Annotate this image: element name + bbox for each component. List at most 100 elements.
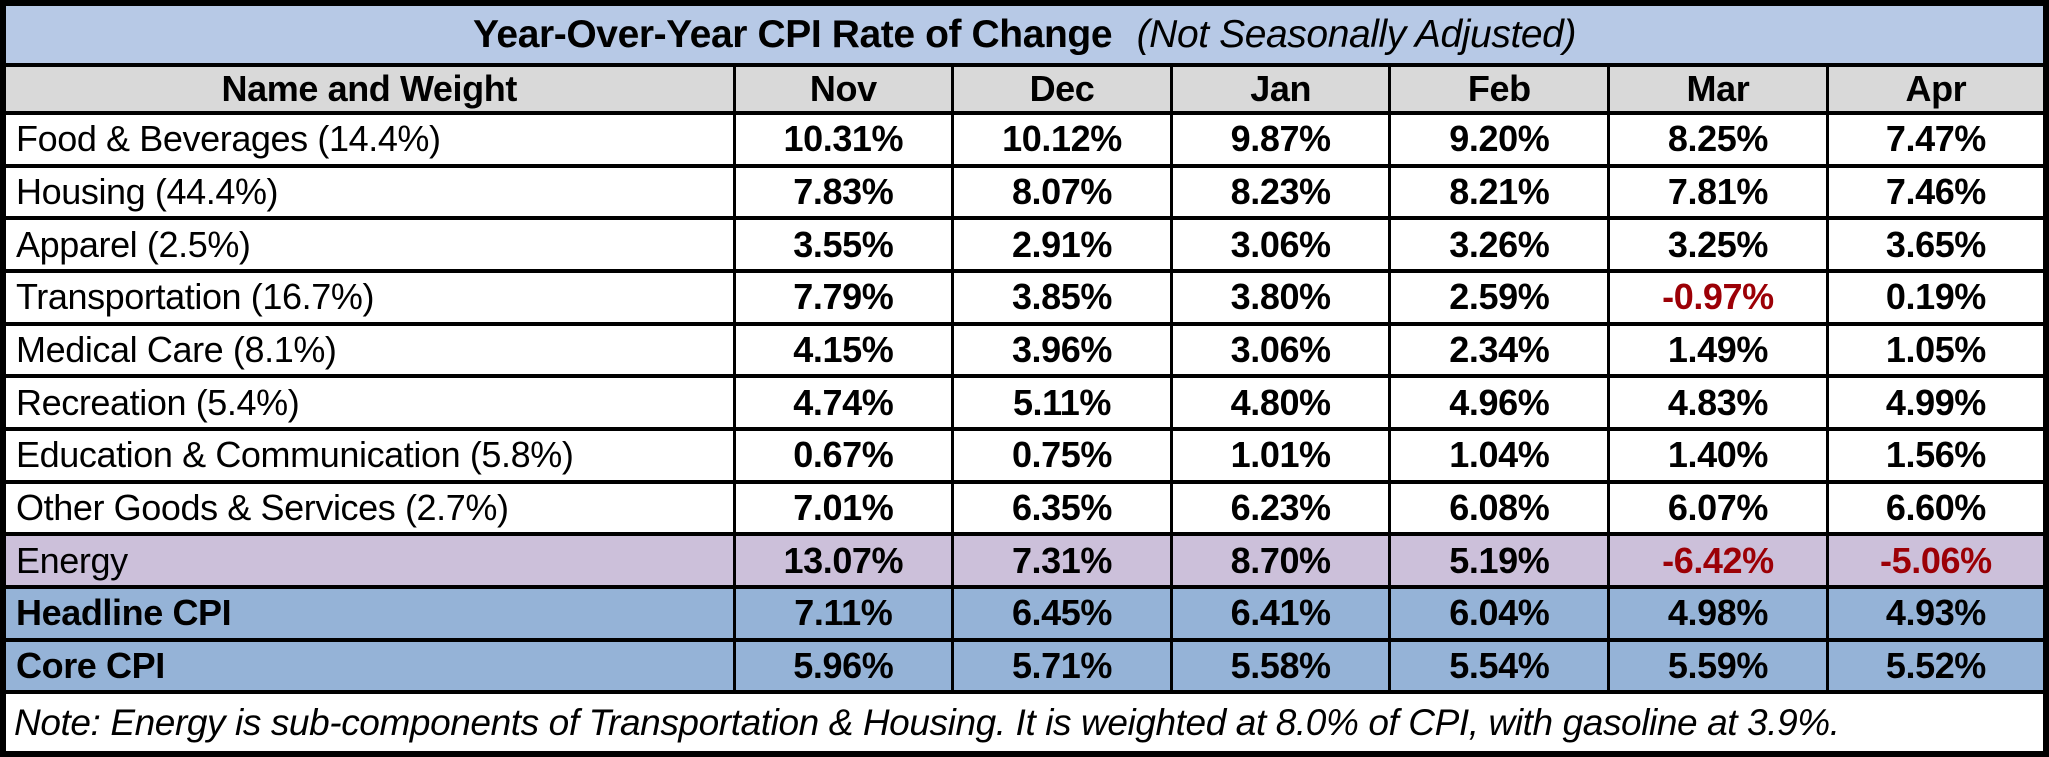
column-header-mar: Mar: [1607, 63, 1829, 115]
column-header-apr: Apr: [1825, 63, 2048, 115]
data-cell: 4.74%: [732, 374, 955, 432]
data-cell: 3.65%: [1825, 216, 2048, 274]
data-cell: 5.11%: [951, 374, 1173, 432]
data-cell: 13.07%: [732, 532, 955, 590]
data-cell: 3.25%: [1607, 216, 1829, 274]
table-row-energy: Energy 13.07% 7.31% 8.70% 5.19% -6.42% -…: [1, 532, 2048, 590]
data-cell: 2.59%: [1388, 269, 1611, 326]
data-cell: 1.40%: [1607, 427, 1829, 484]
table-title-main: Year-Over-Year CPI Rate of Change: [472, 12, 1113, 56]
data-cell: 3.06%: [1169, 321, 1392, 379]
column-header-row: Name and Weight Nov Dec Jan Feb Mar Apr: [1, 63, 2048, 115]
data-cell: 6.07%: [1607, 479, 1829, 537]
data-cell: 6.60%: [1825, 479, 2048, 537]
data-cell: 7.11%: [732, 585, 955, 642]
data-cell: 6.04%: [1388, 585, 1611, 642]
data-cell: 4.98%: [1607, 585, 1829, 642]
row-label: Medical Care (8.1%): [1, 321, 736, 379]
data-cell: 4.80%: [1169, 374, 1392, 432]
row-label: Transportation (16.7%): [1, 269, 736, 326]
table-row-other-goods-services: Other Goods & Services (2.7%) 7.01% 6.35…: [1, 479, 2048, 537]
data-cell: 1.05%: [1825, 321, 2048, 379]
data-cell: 8.23%: [1169, 163, 1392, 221]
data-cell: 0.75%: [951, 427, 1173, 484]
table-title-row: Year-Over-Year CPI Rate of Change (Not S…: [1, 1, 2048, 67]
table-title: Year-Over-Year CPI Rate of Change (Not S…: [1, 1, 2048, 67]
table-title-subtitle: (Not Seasonally Adjusted): [1136, 12, 1577, 56]
column-header-jan: Jan: [1169, 63, 1392, 115]
data-cell: 9.87%: [1169, 111, 1392, 168]
data-cell: 7.01%: [732, 479, 955, 537]
data-cell: 3.06%: [1169, 216, 1392, 274]
table-row-education-communication: Education & Communication (5.8%) 0.67% 0…: [1, 427, 2048, 484]
data-cell: 7.81%: [1607, 163, 1829, 221]
data-cell: 1.04%: [1388, 427, 1611, 484]
data-cell: 8.70%: [1169, 532, 1392, 590]
table-row-apparel: Apparel (2.5%) 3.55% 2.91% 3.06% 3.26% 3…: [1, 216, 2048, 274]
data-cell: -6.42%: [1607, 532, 1829, 590]
data-cell: 9.20%: [1388, 111, 1611, 168]
data-cell: 2.91%: [951, 216, 1173, 274]
table-row-medical-care: Medical Care (8.1%) 4.15% 3.96% 3.06% 2.…: [1, 321, 2048, 379]
data-cell: 7.47%: [1825, 111, 2048, 168]
data-cell: 1.49%: [1607, 321, 1829, 379]
data-cell: 5.58%: [1169, 637, 1392, 695]
data-cell: 6.41%: [1169, 585, 1392, 642]
data-cell: 0.19%: [1825, 269, 2048, 326]
table-row-food-beverages: Food & Beverages (14.4%) 10.31% 10.12% 9…: [1, 111, 2048, 168]
data-cell: 8.21%: [1388, 163, 1611, 221]
data-cell: 4.93%: [1825, 585, 2048, 642]
data-cell: 3.96%: [951, 321, 1173, 379]
data-cell: 6.23%: [1169, 479, 1392, 537]
data-cell: 5.71%: [951, 637, 1173, 695]
data-cell: 4.83%: [1607, 374, 1829, 432]
data-cell: 4.96%: [1388, 374, 1611, 432]
data-cell: 7.46%: [1825, 163, 2048, 221]
column-header-nov: Nov: [732, 63, 955, 115]
data-cell: 4.15%: [732, 321, 955, 379]
row-label: Core CPI: [1, 637, 736, 695]
data-cell: 5.19%: [1388, 532, 1611, 590]
table-row-recreation: Recreation (5.4%) 4.74% 5.11% 4.80% 4.96…: [1, 374, 2048, 432]
data-cell: 7.83%: [732, 163, 955, 221]
data-cell: 6.35%: [951, 479, 1173, 537]
data-cell: 4.99%: [1825, 374, 2048, 432]
row-label: Apparel (2.5%): [1, 216, 736, 274]
column-header-dec: Dec: [951, 63, 1173, 115]
data-cell: 5.59%: [1607, 637, 1829, 695]
data-cell: 6.08%: [1388, 479, 1611, 537]
data-cell: 7.31%: [951, 532, 1173, 590]
column-header-name-weight: Name and Weight: [1, 63, 736, 115]
data-cell: 6.45%: [951, 585, 1173, 642]
data-cell: -5.06%: [1825, 532, 2048, 590]
data-cell: 2.34%: [1388, 321, 1611, 379]
column-header-feb: Feb: [1388, 63, 1611, 115]
data-cell: 3.80%: [1169, 269, 1392, 326]
data-cell: 10.12%: [951, 111, 1173, 168]
data-cell: 1.56%: [1825, 427, 2048, 484]
data-cell: 0.67%: [732, 427, 955, 484]
data-cell: 3.85%: [951, 269, 1173, 326]
data-cell: 5.96%: [732, 637, 955, 695]
data-cell: 5.52%: [1825, 637, 2048, 695]
data-cell: 8.07%: [951, 163, 1173, 221]
table-note-row: Note: Energy is sub-components of Transp…: [1, 690, 2048, 756]
row-label: Other Goods & Services (2.7%): [1, 479, 736, 537]
data-cell: 5.54%: [1388, 637, 1611, 695]
row-label: Recreation (5.4%): [1, 374, 736, 432]
table-row-headline-cpi: Headline CPI 7.11% 6.45% 6.41% 6.04% 4.9…: [1, 585, 2048, 642]
data-cell: 3.55%: [732, 216, 955, 274]
row-label: Energy: [1, 532, 736, 590]
row-label: Education & Communication (5.8%): [1, 427, 736, 484]
row-label: Food & Beverages (14.4%): [1, 111, 736, 168]
data-cell: 3.26%: [1388, 216, 1611, 274]
data-cell: 10.31%: [732, 111, 955, 168]
row-label: Headline CPI: [1, 585, 736, 642]
table-row-core-cpi: Core CPI 5.96% 5.71% 5.58% 5.54% 5.59% 5…: [1, 637, 2048, 695]
data-cell: 7.79%: [732, 269, 955, 326]
table-row-housing: Housing (44.4%) 7.83% 8.07% 8.23% 8.21% …: [1, 163, 2048, 221]
table-row-transportation: Transportation (16.7%) 7.79% 3.85% 3.80%…: [1, 269, 2048, 326]
row-label: Housing (44.4%): [1, 163, 736, 221]
